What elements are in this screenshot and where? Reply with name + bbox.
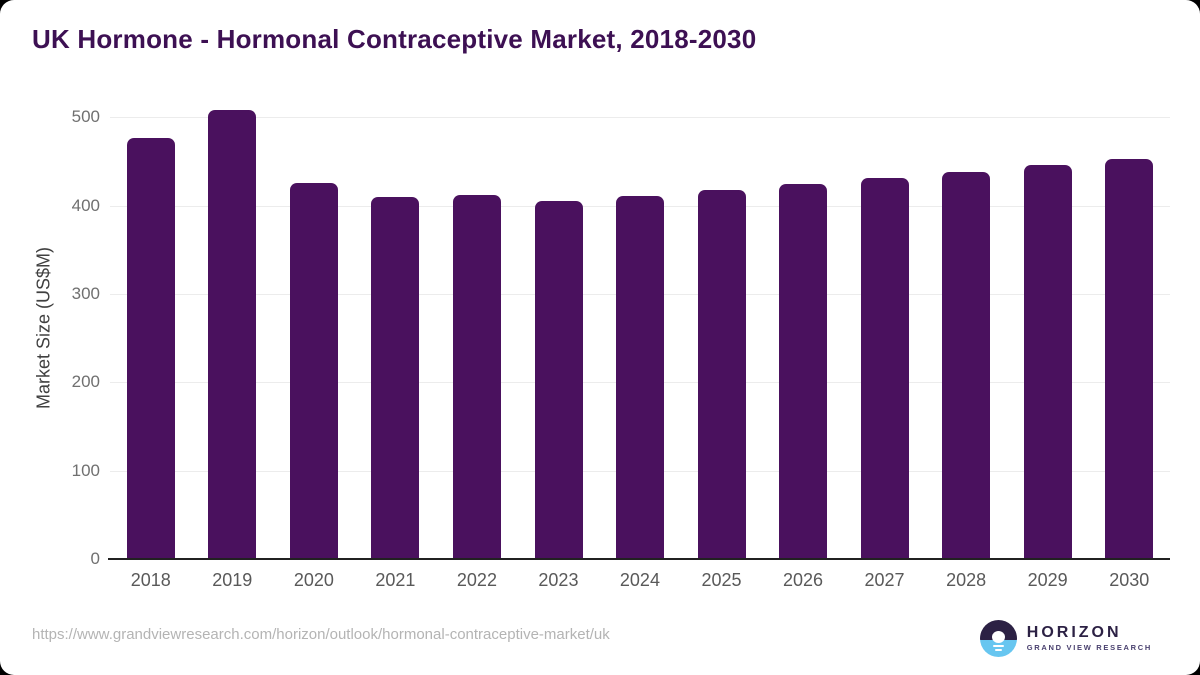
horizon-logo-icon <box>979 620 1017 657</box>
y-tick-label-400: 400 <box>71 195 100 215</box>
bar-2019 <box>208 110 257 559</box>
bar-2021 <box>371 196 420 559</box>
horizon-logo: HORIZON GRAND VIEW RESEARCH <box>979 620 1152 657</box>
x-tick-label-2018: 2018 <box>130 570 171 590</box>
gridline-500 <box>110 117 1170 119</box>
x-tick-label-2029: 2029 <box>1027 570 1068 590</box>
bar-2024 <box>616 195 664 559</box>
bar-2029 <box>1023 164 1072 559</box>
x-tick-label-2022: 2022 <box>456 570 497 590</box>
y-tick-label-100: 100 <box>71 460 100 480</box>
x-tick-label-2021: 2021 <box>375 570 416 590</box>
y-tick-label-200: 200 <box>71 372 100 392</box>
bar-2025 <box>697 189 746 559</box>
logo-tagline: GRAND VIEW RESEARCH <box>1026 643 1152 652</box>
x-tick-label-2023: 2023 <box>538 570 579 590</box>
bar-2020 <box>289 182 338 559</box>
bar-2018 <box>126 137 175 559</box>
logo-sun-icon <box>991 631 1005 643</box>
logo-reflection-line-icon <box>994 649 1002 651</box>
x-tick-label-2026: 2026 <box>783 570 824 590</box>
x-tick-label-2025: 2025 <box>701 570 742 590</box>
x-tick-label-2030: 2030 <box>1109 570 1150 590</box>
bar-2030 <box>1105 158 1154 559</box>
y-tick-label-300: 300 <box>71 283 100 303</box>
bar-2022 <box>452 195 501 559</box>
y-tick-label-0: 0 <box>90 549 100 568</box>
logo-text: HORIZON GRAND VIEW RESEARCH <box>1027 625 1152 652</box>
x-axis-line <box>108 558 1170 560</box>
x-tick-label-2028: 2028 <box>946 570 987 590</box>
x-tick-label-2024: 2024 <box>619 570 660 590</box>
logo-reflection-line-icon <box>992 645 1004 647</box>
logo-name: HORIZON <box>1026 624 1122 641</box>
x-tick-label-2019: 2019 <box>212 570 253 590</box>
x-tick-label-2027: 2027 <box>864 570 905 590</box>
bar-2028 <box>942 172 991 559</box>
source-url: https://www.grandviewresearch.com/horizo… <box>32 626 610 643</box>
x-tick-label-2020: 2020 <box>293 570 334 590</box>
bar-2027 <box>860 178 909 559</box>
chart-title: UK Hormone - Hormonal Contraceptive Mark… <box>32 24 757 54</box>
bar-2023 <box>534 201 583 559</box>
y-tick-label-500: 500 <box>71 107 100 127</box>
bar-2026 <box>779 184 828 559</box>
